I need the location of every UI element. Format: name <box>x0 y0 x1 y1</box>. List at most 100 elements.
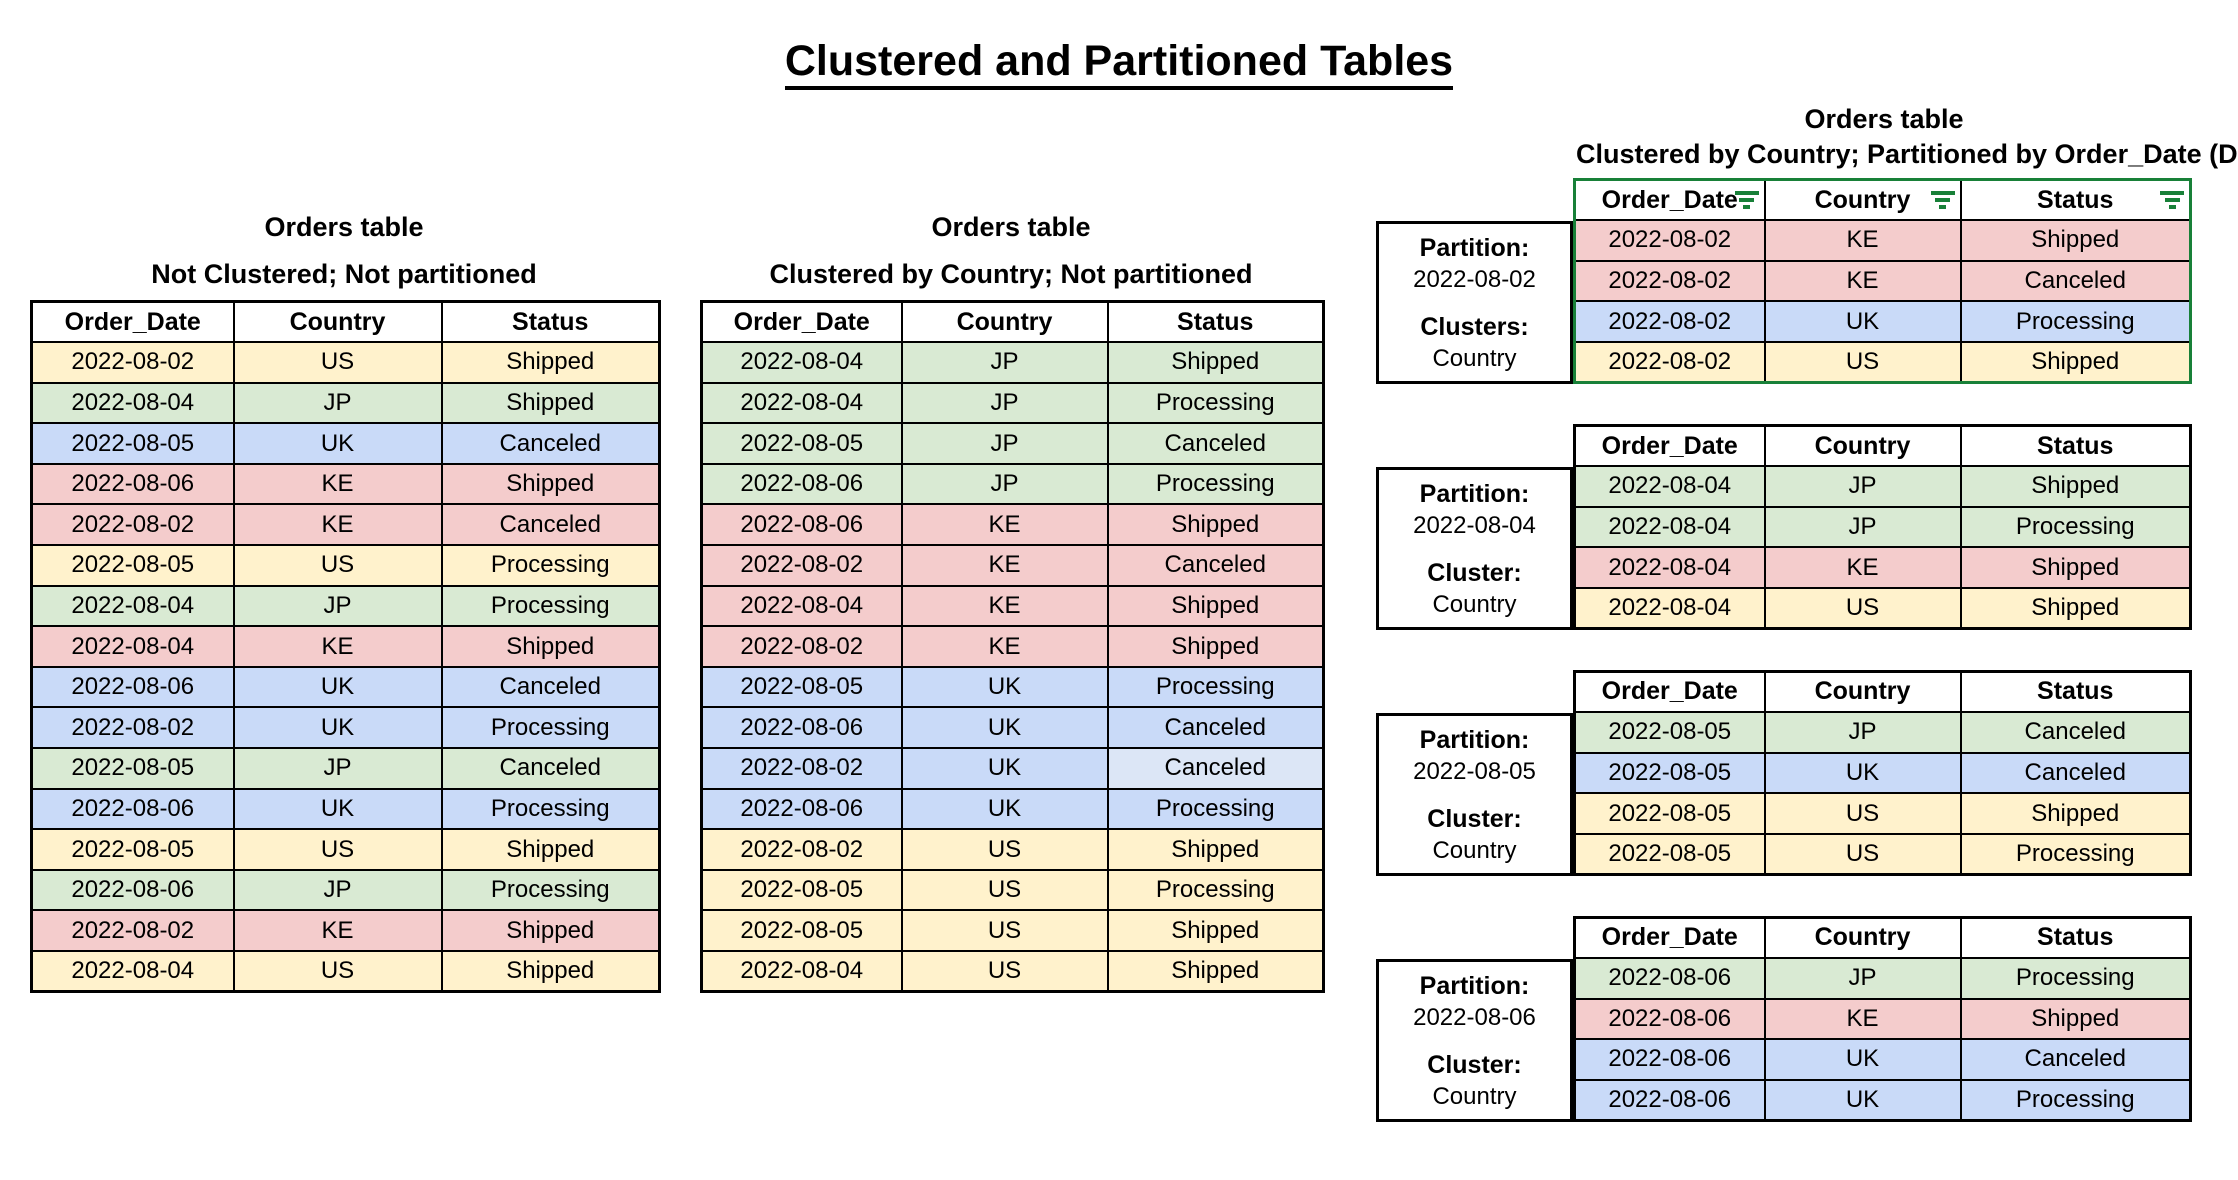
column-header-country: Country <box>900 300 1109 344</box>
table-row: 2022-08-06 UK Canceled <box>30 665 661 709</box>
country-cell: UK <box>900 706 1109 750</box>
table-row: 2022-08-06 JP Processing <box>1573 957 2192 1000</box>
table-row: 2022-08-02 US Shipped <box>30 341 661 384</box>
table-row: 2022-08-06 UK Processing <box>1573 1078 2192 1122</box>
order-date-cell: 2022-08-02 <box>700 828 903 871</box>
country-cell: JP <box>900 462 1109 506</box>
section-unclustered: Orders table Not Clustered; Not partitio… <box>30 212 661 994</box>
table-row: 2022-08-02 US Shipped <box>700 828 1325 871</box>
country-cell: UK <box>1763 751 1962 795</box>
status-cell: Processing <box>1106 787 1325 831</box>
partition-block-2022-08-06: Partition: 2022-08-06 Cluster: Country O… <box>1376 915 2192 1122</box>
table-row: 2022-08-04 JP Processing <box>30 584 661 628</box>
header-row: Order_Date Country Status <box>1573 670 2192 714</box>
status-cell: Shipped <box>1959 546 2192 589</box>
table-row: 2022-08-05 UK Processing <box>700 665 1325 709</box>
order-date-cell: 2022-08-02 <box>700 544 903 587</box>
partition-label-box: Partition: 2022-08-05 Cluster: Country <box>1376 712 1573 876</box>
partition-table-2022-08-06: Order_Date Country Status 2022-08-06 JP Pr… <box>1573 915 2192 1122</box>
status-cell: Shipped <box>1106 909 1325 952</box>
status-cell: Canceled <box>1959 751 2192 795</box>
country-cell: KE <box>900 544 1109 587</box>
left-table-subtitle: Not Clustered; Not partitioned <box>151 259 537 289</box>
order-date-cell: 2022-08-02 <box>700 747 903 790</box>
order-date-cell: 2022-08-05 <box>1573 751 1766 795</box>
table-row: 2022-08-06 UK Canceled <box>700 706 1325 750</box>
status-cell: Canceled <box>440 747 661 790</box>
order-date-cell: 2022-08-02 <box>700 625 903 668</box>
filter-icon[interactable] <box>2160 191 2184 210</box>
left-table-title: Orders table <box>264 212 424 242</box>
column-header-order-date: Order_Date <box>30 300 235 344</box>
partition-table-2022-08-02: Order_Date Country Status 2022-08-02 KE Sh… <box>1573 178 2192 384</box>
status-cell: Canceled <box>1106 422 1325 465</box>
status-cell: Canceled <box>1959 259 2192 303</box>
country-cell: JP <box>232 584 443 628</box>
table-row: 2022-08-05 US Processing <box>1573 832 2192 876</box>
status-cell: Processing <box>1106 665 1325 709</box>
status-cell: Shipped <box>1959 340 2192 384</box>
status-cell: Processing <box>1106 462 1325 506</box>
status-cell: Shipped <box>440 950 661 993</box>
partition-label: Partition: <box>1419 971 1530 1000</box>
country-cell: US <box>232 950 443 993</box>
status-cell: Processing <box>440 868 661 912</box>
cluster-value: Country <box>1432 590 1517 618</box>
section-clustered: Orders table Clustered by Country; Not p… <box>700 212 1325 994</box>
header-row: Order_Date Country Status <box>1573 424 2192 468</box>
filter-icon[interactable] <box>1930 191 1955 210</box>
country-cell: JP <box>900 341 1109 384</box>
status-cell: Shipped <box>440 625 661 668</box>
order-date-cell: 2022-08-04 <box>1573 546 1766 589</box>
order-date-cell: 2022-08-06 <box>30 462 235 506</box>
table-row: 2022-08-04 KE Shipped <box>700 584 1325 628</box>
table-row: 2022-08-06 UK Processing <box>30 787 661 831</box>
status-cell: Canceled <box>1959 711 2192 754</box>
country-cell: JP <box>900 381 1109 425</box>
column-header-order-date: Order_Date <box>1573 670 1766 714</box>
order-date-cell: 2022-08-06 <box>1573 997 1766 1041</box>
right-section-title: Orders table <box>1804 104 1964 134</box>
table-row: 2022-08-06 JP Processing <box>700 462 1325 506</box>
status-cell: Shipped <box>1959 997 2192 1041</box>
cluster-label: Cluster: <box>1427 1050 1522 1079</box>
table-row: 2022-08-02 KE Canceled <box>700 544 1325 587</box>
orders-table-clustered: Order_Date Country Status 2022-08-04 JP Sh… <box>700 300 1325 994</box>
country-cell: US <box>1763 792 1962 835</box>
status-cell: Shipped <box>440 909 661 952</box>
table-row: 2022-08-05 US Shipped <box>700 909 1325 952</box>
country-cell: KE <box>900 503 1109 547</box>
middle-table-subtitle: Clustered by Country; Not partitioned <box>769 259 1253 289</box>
table-row: 2022-08-04 US Shipped <box>30 950 661 993</box>
status-cell: Shipped <box>1959 586 2192 630</box>
country-cell: US <box>900 868 1109 912</box>
status-cell: Processing <box>1959 300 2192 343</box>
order-date-cell: 2022-08-04 <box>30 381 235 425</box>
country-cell: UK <box>900 747 1109 790</box>
partition-block-2022-08-05: Partition: 2022-08-05 Cluster: Country O… <box>1376 669 2192 876</box>
country-cell: US <box>900 828 1109 871</box>
country-cell: JP <box>232 747 443 790</box>
table-row: 2022-08-05 US Processing <box>700 868 1325 912</box>
table-row: 2022-08-05 JP Canceled <box>700 422 1325 465</box>
status-cell: Processing <box>440 544 661 587</box>
order-date-cell: 2022-08-06 <box>700 787 903 831</box>
order-date-cell: 2022-08-04 <box>1573 465 1766 508</box>
cluster-value: Country <box>1432 1082 1517 1110</box>
status-cell: Processing <box>440 584 661 628</box>
order-date-cell: 2022-08-02 <box>30 341 235 384</box>
header-row: Order_Date Country Status <box>700 300 1325 344</box>
country-cell: US <box>232 341 443 384</box>
status-cell: Processing <box>440 706 661 750</box>
status-cell: Shipped <box>1106 341 1325 384</box>
country-cell: US <box>900 909 1109 952</box>
column-header-country: Country <box>1763 424 1962 468</box>
order-date-cell: 2022-08-02 <box>1573 300 1766 343</box>
filter-icon[interactable] <box>1734 191 1759 210</box>
orders-table-unclustered: Order_Date Country Status 2022-08-02 US Sh… <box>30 300 661 994</box>
country-cell: UK <box>900 787 1109 831</box>
table-row: 2022-08-02 KE Shipped <box>700 625 1325 668</box>
status-cell: Shipped <box>1959 219 2192 262</box>
country-cell: JP <box>900 422 1109 465</box>
column-header-status: Status <box>1106 300 1325 344</box>
